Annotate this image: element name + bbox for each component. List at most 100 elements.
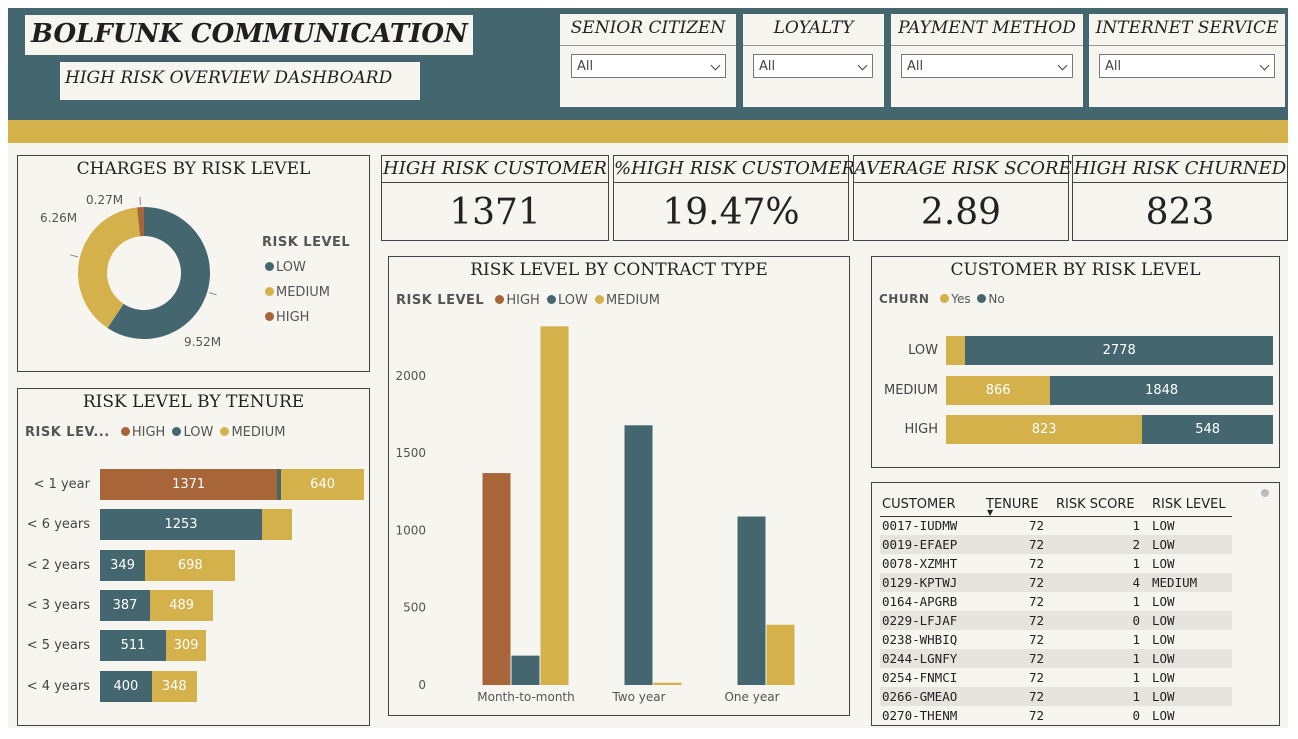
chart-title: CUSTOMER BY RISK LEVEL <box>950 260 1201 280</box>
legend-label: No <box>988 292 1005 306</box>
customer-table-panel <box>871 482 1280 726</box>
legend-dot-icon <box>495 295 505 304</box>
tenure-bar-high[interactable] <box>100 469 278 500</box>
table-row[interactable]: 0254-FNMCI 72 1 LOW <box>880 668 1232 687</box>
column-header-customer[interactable]: CUSTOMER <box>880 490 986 517</box>
leader-line <box>70 254 79 258</box>
tenure-bar-medium[interactable] <box>281 469 364 500</box>
tenure-bar-low[interactable] <box>100 509 263 541</box>
legend-item-medium[interactable]: MEDIUM <box>262 280 354 305</box>
tenure-bar-medium[interactable] <box>150 589 214 621</box>
legend-item-medium[interactable]: MEDIUM <box>592 293 660 308</box>
kpi-value: 2.89 <box>920 192 1002 233</box>
legend-title: RISK LEVEL <box>396 293 485 308</box>
cell-tenure: 72 <box>986 573 1050 592</box>
churn-bar-no[interactable] <box>1142 415 1273 444</box>
tenure-bar-low[interactable] <box>100 549 146 581</box>
tenure-bar-medium[interactable] <box>145 549 236 581</box>
y-tick-label: 500 <box>403 601 426 615</box>
legend-item-low[interactable]: LOW <box>262 255 354 280</box>
legend-item-high[interactable]: HIGH <box>118 425 165 440</box>
kpi-value: 823 <box>1145 192 1215 233</box>
donut-slice-medium[interactable] <box>77 207 141 329</box>
legend-dot-icon <box>594 295 604 304</box>
internet-service-dropdown[interactable]: All <box>1099 54 1275 78</box>
contract-bar-high[interactable] <box>482 473 511 685</box>
churn-category-label: MEDIUM <box>883 382 938 398</box>
legend-dot-icon <box>220 427 230 436</box>
churn-bar-no[interactable] <box>1050 375 1273 405</box>
legend-dot-icon <box>940 294 950 303</box>
tenure-bar-medium[interactable] <box>166 630 207 662</box>
legend-item-medium[interactable]: MEDIUM <box>217 425 285 440</box>
filter-label: INTERNET SERVICE <box>1095 18 1279 38</box>
tenure-bar-medium[interactable] <box>262 509 292 541</box>
y-tick-label: 1000 <box>395 523 426 537</box>
table-row[interactable]: 0019-EFAEP 72 2 LOW <box>880 535 1232 554</box>
legend-label: MEDIUM <box>231 425 286 440</box>
loyalty-dropdown[interactable]: All <box>753 54 873 78</box>
y-tick-label: 1500 <box>395 446 426 460</box>
churn-bar-yes[interactable] <box>946 375 1051 405</box>
table-row[interactable]: 0017-IUDMW 72 1 LOW <box>880 516 1232 535</box>
tenure-category-label: < 3 years <box>26 597 90 613</box>
contract-bar-medium[interactable] <box>766 624 795 685</box>
contract-bar-low[interactable] <box>511 655 540 685</box>
cell-risk-level: LOW <box>1152 518 1175 534</box>
customer-by-risk-panel: CUSTOMER BY RISK LEVEL CHURN Yes No LOW 2… <box>871 256 1280 468</box>
legend-item-yes[interactable]: Yes <box>937 292 971 306</box>
table-row[interactable]: 0270-THENM 72 0 LOW <box>880 706 1232 725</box>
filter-divider <box>891 45 1083 46</box>
column-header-risk-score[interactable]: RISK SCORE <box>1050 490 1146 517</box>
contract-bar-medium[interactable] <box>653 682 682 685</box>
donut-slice-high[interactable] <box>137 207 144 237</box>
contract-bar-low[interactable] <box>737 516 766 685</box>
cell-tenure: 72 <box>1028 632 1044 647</box>
contract-bar-low[interactable] <box>624 425 653 685</box>
table-row[interactable]: 0078-XZMHT 72 1 LOW <box>880 554 1232 573</box>
cell-customer: 0129-KPTWJ <box>880 573 986 592</box>
table-row[interactable]: 0238-WHBIQ 72 1 LOW <box>880 630 1232 649</box>
table-row[interactable]: 0266-GMEAO 72 1 LOW <box>880 687 1232 706</box>
dropdown-value: All <box>577 59 594 74</box>
churn-legend: CHURN Yes No <box>879 292 1005 306</box>
kpi-value: 1371 <box>449 192 541 233</box>
cell-customer: 0270-THENM <box>882 708 958 723</box>
cell-risk-score: 0 <box>1132 708 1140 723</box>
contract-bar-medium[interactable] <box>540 326 569 685</box>
column-header-tenure[interactable]: TENURE ▼ <box>986 490 1050 517</box>
tenure-bar-low[interactable] <box>100 670 152 702</box>
legend-item-low[interactable]: LOW <box>544 293 588 308</box>
legend-item-no[interactable]: No <box>974 292 1005 306</box>
cell-customer: 0078-XZMHT <box>882 556 958 571</box>
kpi-value: 19.47% <box>662 192 800 233</box>
tenure-data-label: 348 <box>161 678 187 694</box>
churn-bar-yes[interactable] <box>946 415 1143 444</box>
filter-payment-method: PAYMENT METHOD All <box>891 14 1083 107</box>
table-row[interactable]: 0164-APGRB 72 1 LOW <box>880 592 1232 611</box>
column-header-risk-level[interactable]: RISK LEVEL <box>1146 490 1232 517</box>
risk-by-contract-panel: RISK LEVEL BY CONTRACT TYPE RISK LEVEL H… <box>388 256 850 716</box>
legend-item-high[interactable]: HIGH <box>262 305 354 330</box>
table-scrollbar[interactable] <box>1261 489 1269 497</box>
table-row[interactable]: 0129-KPTWJ 72 4 MEDIUM <box>880 573 1232 592</box>
churn-bar-yes[interactable] <box>946 336 966 365</box>
payment-method-dropdown[interactable]: All <box>901 54 1073 78</box>
tenure-bar-low[interactable] <box>277 469 282 500</box>
legend-item-high[interactable]: HIGH <box>492 293 540 308</box>
churn-data-label: 548 <box>1195 422 1221 437</box>
legend-item-low[interactable]: LOW <box>169 425 213 440</box>
churn-bar-no[interactable] <box>965 336 1273 365</box>
cell-risk-score: 4 <box>1050 573 1146 592</box>
legend-dot-icon <box>265 312 274 321</box>
tenure-bar-low[interactable] <box>100 589 151 621</box>
cell-customer: 0017-IUDMW <box>882 518 958 534</box>
table-row[interactable]: 0244-LGNFY 72 1 LOW <box>880 649 1232 668</box>
tenure-bar-low[interactable] <box>100 630 167 662</box>
tenure-bar-medium[interactable] <box>151 670 197 702</box>
chevron-down-icon <box>710 60 721 71</box>
senior-citizen-dropdown[interactable]: All <box>571 54 726 78</box>
cell-customer: 0238-WHBIQ <box>882 632 958 647</box>
donut-slice-low[interactable] <box>107 207 210 339</box>
table-row[interactable]: 0229-LFJAF 72 0 LOW <box>880 611 1232 630</box>
